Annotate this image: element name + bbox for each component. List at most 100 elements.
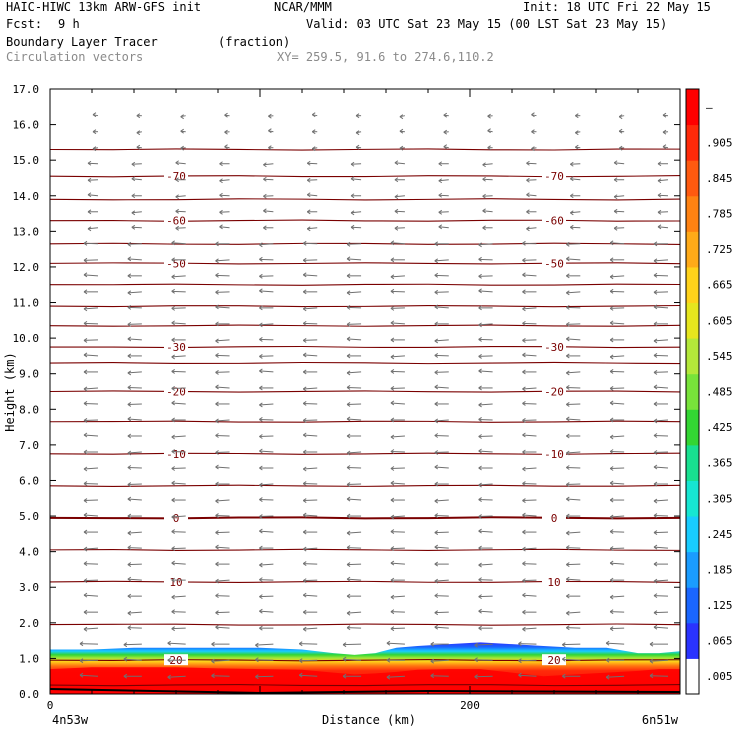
vector-arrow [522,354,537,357]
vector-arrowhead [566,610,570,616]
vector-arrow [79,659,99,662]
vector-arrow [610,595,625,598]
vector-arrowhead [127,304,132,310]
vector-arrowhead [566,465,570,470]
colorbar-label: .845 [706,172,733,185]
vector-arrowhead [390,480,395,486]
contour-line [50,175,680,178]
vector-arrow [653,466,669,469]
vector-arrowhead [83,466,88,472]
vector-arrow [478,563,493,566]
vector-arrowhead [474,642,478,648]
vector-arrow [566,291,581,294]
vector-arrow [478,403,493,406]
vector-arrow [351,178,362,181]
vector-arrowhead [83,320,88,326]
vector-arrow [87,194,99,197]
vector-arrowhead [522,352,526,358]
vector-arrow [171,611,186,613]
vector-arrow [653,306,669,309]
vector-arrowhead [302,257,307,263]
vector-arrow [307,162,318,165]
vector-arrow [171,547,186,550]
vector-arrowhead [434,321,439,327]
vector-arrowhead [346,433,351,439]
colorbar-swatch [686,266,699,304]
vector-arrowhead [518,641,522,647]
vector-arrow [566,483,581,486]
vector-arrow [606,642,625,645]
vector-arrowhead [522,561,526,567]
vector-arrow [390,355,405,358]
contour-label-bg [164,447,188,459]
vector-arrowhead [522,546,526,552]
vector-arrow [657,194,669,197]
vector-arrow [478,338,493,341]
vector-arrowhead [92,129,97,135]
vector-arrowhead [127,290,132,296]
vector-arrow [347,291,362,294]
vector-arrow [171,355,186,358]
vector-arrowhead [478,242,482,248]
vector-arrowhead [259,448,263,454]
vector-arrow [614,195,625,198]
vector-arrowhead [127,576,132,582]
vector-arrowhead [478,417,482,422]
vector-arrow [653,515,669,517]
vector-arrow [87,179,99,181]
vector-arrow [390,370,405,373]
vector-arrowhead [346,530,351,536]
vector-arrow [478,530,493,533]
vector-arrow [434,611,449,614]
vector-arrowhead [566,304,570,310]
vector-arrowhead [482,225,486,231]
vector-arrowhead [566,545,570,551]
vector-arrow [83,354,99,357]
vector-arrow [610,531,625,533]
vector-arrowhead [434,433,439,438]
vector-arrow [478,483,493,486]
vector-arrowhead [224,112,228,118]
vector-arrow [215,579,230,582]
vector-arrow [478,355,493,357]
vector-arrow [566,403,581,405]
vector-arrowhead [566,353,570,359]
vector-arrowhead [609,337,614,343]
vector-arrow [131,178,142,181]
vector-arrowhead [171,560,175,566]
vector-arrowhead [171,400,175,406]
vector-arrow [171,242,186,245]
vector-arrowhead [566,256,570,262]
colorbar-label: .125 [706,599,733,612]
vector-arrow [390,595,405,598]
vector-arrow [610,290,625,293]
vector-arrowhead [566,593,570,599]
contour-label: -60 [544,215,564,228]
vector-arrowhead [219,224,223,230]
vector-arrow [522,419,537,421]
vector-arrowhead [83,386,88,392]
vector-arrowhead [346,513,351,519]
contour-label-bg [164,511,188,523]
vector-arrowhead [175,208,179,214]
vector-arrowhead [171,417,175,423]
vector-arrow [127,243,142,245]
vector-arrowhead [390,466,395,471]
vector-arrowhead [263,176,267,182]
vector-arrowhead [609,546,614,552]
vector-arrowhead [127,433,132,439]
vector-arrowhead [653,610,658,616]
vector-arrow [215,291,230,293]
contour-label-bg [542,170,566,182]
vector-arrow [434,531,449,534]
vector-arrowhead [566,321,570,327]
vector-arrow [434,579,449,582]
vector-arrowhead [215,258,219,264]
vector-arrowhead [653,418,658,424]
vector-arrowhead [609,386,614,391]
vector-arrow [259,370,274,373]
vector-arrowhead [434,530,439,535]
vector-arrow [482,195,493,197]
vector-arrow [653,371,669,373]
vector-arrow [259,323,274,326]
